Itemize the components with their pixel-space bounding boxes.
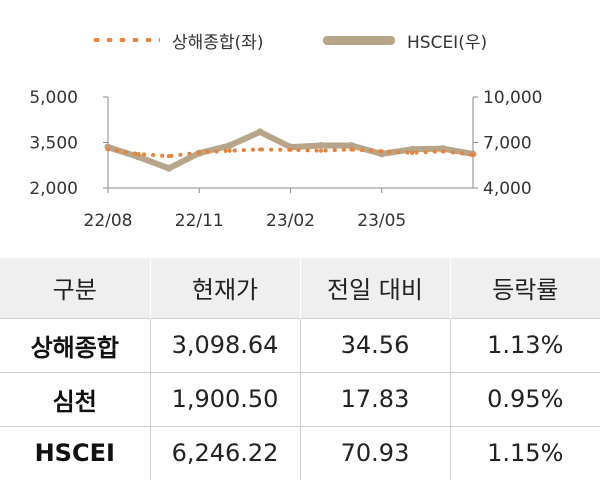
legend-label-hscei: HSCEI(우) [407, 32, 488, 53]
row-change: 34.56 [299, 318, 450, 372]
right-tick-label: 7,000 [483, 134, 532, 154]
x-tick-label: 22/11 [175, 211, 224, 231]
hscei-data-point [226, 142, 234, 150]
row-change: 70.93 [299, 426, 450, 480]
hscei-data-point [134, 153, 142, 161]
table-header-row: 구분 현재가 전일 대비 등락률 [0, 258, 600, 318]
shanghai-data-point [227, 148, 232, 153]
right-tick-label: 4,000 [483, 179, 532, 199]
header-current-price: 현재가 [149, 258, 300, 318]
row-change-rate: 0.95% [449, 372, 600, 426]
row-current-price: 3,098.64 [149, 318, 300, 372]
x-tick-label: 23/02 [266, 211, 315, 231]
legend-item-shanghai: 상해종합(좌) [90, 22, 263, 58]
shanghai-data-point [471, 152, 475, 157]
hscei-data-point [256, 128, 264, 136]
shanghai-data-point [318, 148, 323, 153]
left-tick-label: 5,000 [29, 88, 78, 108]
shanghai-data-point [136, 152, 141, 157]
row-change-rate: 1.15% [449, 426, 600, 480]
header-change-rate: 등락률 [449, 258, 600, 318]
row-name: 심천 [52, 387, 97, 416]
legend-solid-line-swatch [323, 35, 395, 45]
table-row: HSCEI 6,246.22 70.93 1.15% [0, 426, 600, 480]
chart-area: 상해종합(좌) HSCEI(우) 5,000 3,500 2,000 10,000 7,… [0, 22, 600, 232]
legend-item-hscei: HSCEI(우) [323, 22, 487, 58]
shanghai-data-point [349, 147, 354, 152]
chart-legend: 상해종합(좌) HSCEI(우) [0, 22, 600, 58]
x-tick-label: 23/05 [357, 211, 406, 231]
line-chart: 5,000 3,500 2,000 10,000 7,000 4,000 22/08 22/1… [29, 88, 542, 231]
left-tick-label: 3,500 [29, 134, 78, 154]
row-change-rate: 1.13% [449, 318, 600, 372]
left-tick-label: 2,000 [29, 179, 78, 199]
header-category: 구분 [52, 276, 97, 305]
shanghai-data-point [410, 150, 415, 155]
table-row: 심천 1,900.50 17.83 0.95% [0, 372, 600, 426]
shanghai-data-point [258, 147, 263, 152]
shanghai-data-point [197, 150, 202, 155]
row-name: 상해종합 [30, 333, 119, 362]
legend-label-shanghai: 상해종합(좌) [172, 32, 264, 53]
row-current-price: 1,900.50 [149, 372, 300, 426]
right-tick-label: 10,000 [483, 88, 542, 108]
legend-dotted-line-swatch [90, 38, 160, 42]
hscei-data-point [347, 142, 355, 150]
shanghai-data-point [440, 149, 445, 154]
hscei-data-point [317, 142, 325, 150]
shanghai-data-point [379, 149, 384, 154]
hscei-data-point [165, 164, 173, 172]
row-change: 17.83 [299, 372, 450, 426]
row-name: HSCEI [34, 439, 115, 468]
hscei-data-point [408, 145, 416, 153]
shanghai-data-point [166, 154, 171, 159]
row-current-price: 6,246.22 [149, 426, 300, 480]
x-tick-label: 22/08 [84, 211, 133, 231]
header-change: 전일 대비 [299, 258, 450, 318]
index-table: 구분 현재가 전일 대비 등락률 상해종합 3,098.64 34.56 1.1… [0, 258, 600, 480]
table-row: 상해종합 3,098.64 34.56 1.13% [0, 318, 600, 372]
shanghai-data-point [288, 147, 293, 152]
shanghai-data-point [106, 147, 110, 152]
